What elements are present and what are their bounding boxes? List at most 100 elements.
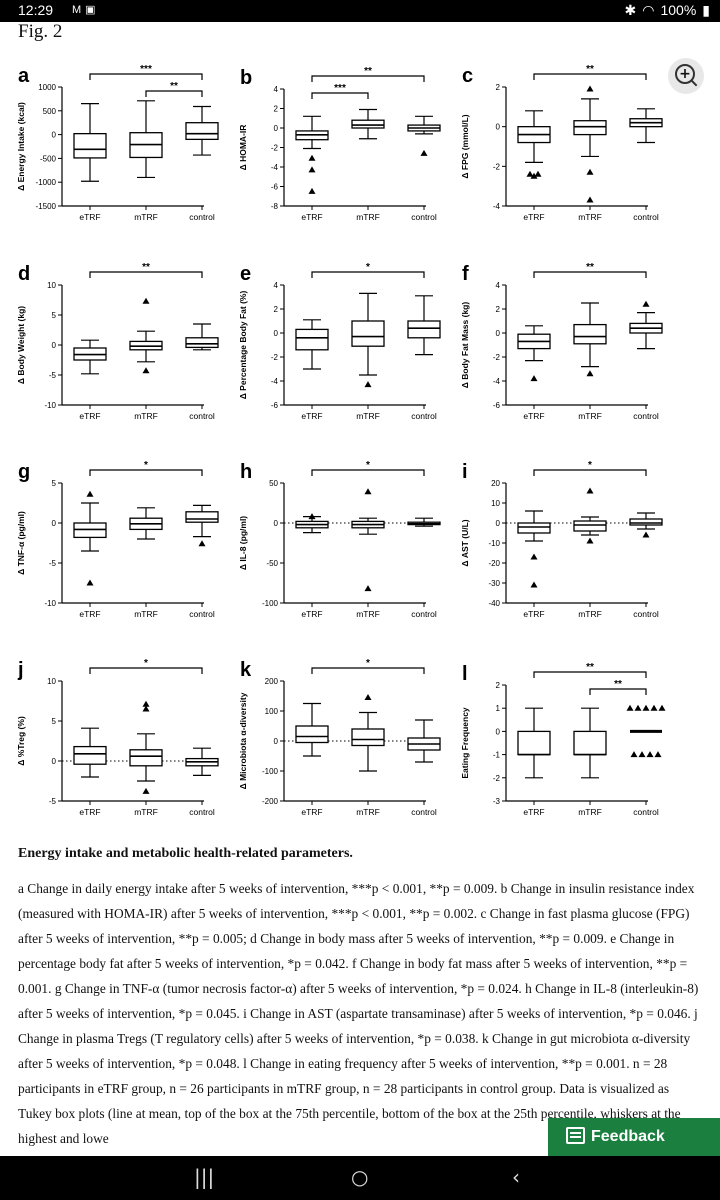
system-tray: ✱ ◠ 100% ▮: [619, 2, 710, 19]
significance-bracket: [533, 671, 647, 678]
significance-bracket: [533, 271, 647, 278]
y-tick-label: -500: [40, 154, 57, 163]
significance-bracket: [589, 688, 647, 695]
back-button[interactable]: ‹: [512, 1165, 520, 1189]
outlier-marker: [526, 170, 534, 177]
y-tick-label: 4: [274, 85, 279, 94]
box-eTRF: [73, 339, 107, 375]
significance-bracket: [311, 667, 425, 674]
x-tick-label: mTRF: [578, 411, 602, 421]
y-tick-label: -2: [271, 144, 279, 153]
y-tick-label: -6: [493, 401, 501, 410]
iqr-box: [573, 730, 607, 756]
box-mTRF: [573, 302, 607, 368]
box-mTRF: [573, 707, 607, 779]
significance-bracket: [311, 75, 425, 82]
caption-text: a Change in daily energy intake after 5 …: [18, 881, 699, 1146]
significance-label: *: [366, 262, 370, 273]
y-tick-label: -4: [271, 163, 279, 172]
y-tick-label: -1500: [36, 202, 57, 211]
y-axis-label: Δ %Treg (%): [16, 716, 26, 766]
y-tick-label: -10: [44, 401, 56, 410]
wifi-icon: ◠: [642, 2, 655, 18]
panel-letter: c: [462, 65, 473, 87]
x-tick-label: control: [633, 807, 659, 817]
y-tick-label: -8: [271, 202, 279, 211]
panel-letter: a: [18, 65, 30, 87]
y-tick-label: 4: [496, 281, 501, 290]
x-tick-label: mTRF: [356, 609, 380, 619]
iqr-box: [295, 725, 329, 744]
outlier-marker: [364, 585, 372, 592]
y-axis-label: Δ TNF-α (pg/ml): [16, 511, 26, 575]
y-axis-label: Δ IL-8 (pg/ml): [238, 516, 248, 570]
y-tick-label: 2: [274, 105, 279, 114]
outlier-marker: [634, 704, 642, 711]
outlier-marker: [308, 154, 316, 161]
box-mTRF: [351, 517, 385, 535]
box-eTRF: [517, 110, 551, 163]
x-tick-label: control: [189, 807, 215, 817]
x-tick-label: eTRF: [523, 411, 544, 421]
iqr-box: [73, 132, 107, 159]
y-tick-label: -2: [493, 162, 501, 171]
y-tick-label: 2: [496, 83, 501, 92]
box-mTRF: [573, 516, 607, 536]
outlier-marker: [586, 537, 594, 544]
y-tick-label: 2: [274, 305, 279, 314]
significance-bracket: [89, 667, 203, 674]
y-tick-label: -50: [266, 559, 278, 568]
panel-j: j 10 5 0 -5 Δ %Treg (%) eTRF mTRF control *: [16, 658, 219, 817]
y-tick-label: -4: [493, 377, 501, 386]
box-eTRF: [295, 115, 329, 150]
outlier-marker: [364, 381, 372, 388]
figure-title: Fig. 2: [18, 21, 63, 42]
outlier-marker: [654, 751, 662, 758]
x-tick-label: eTRF: [523, 807, 544, 817]
outlier-marker: [658, 704, 666, 711]
box-eTRF: [73, 103, 107, 182]
y-tick-label: 0: [274, 737, 279, 746]
box-eTRF: [295, 319, 329, 370]
outlier-marker: [142, 297, 150, 304]
box-mTRF: [351, 108, 385, 140]
panel-letter: e: [240, 263, 251, 285]
outlier-marker: [650, 704, 658, 711]
y-tick-label: 1: [496, 704, 501, 713]
outlier-marker: [642, 704, 650, 711]
y-tick-label: 0: [496, 519, 501, 528]
box-control: [185, 323, 219, 351]
x-tick-label: eTRF: [79, 411, 100, 421]
y-tick-label: 1000: [38, 83, 56, 92]
x-tick-label: eTRF: [523, 212, 544, 222]
box-mTRF: [129, 330, 163, 363]
y-tick-label: 500: [43, 107, 57, 116]
iqr-box: [351, 119, 385, 129]
x-tick-label: control: [411, 411, 437, 421]
box-control: [185, 105, 219, 156]
iqr-box: [73, 745, 107, 765]
caption-title: Energy intake and metabolic health-relat…: [18, 846, 353, 861]
box-mTRF: [351, 711, 385, 772]
y-tick-label: -5: [49, 797, 57, 806]
y-tick-label: -20: [488, 559, 500, 568]
panel-c: c 2 0 -2 -4 Δ FPG (mmol/L) eTRF mTRF control **: [460, 64, 663, 222]
box-control: [407, 517, 441, 527]
y-tick-label: -1: [493, 751, 501, 760]
box-control: [407, 115, 441, 135]
y-tick-label: 0: [496, 727, 501, 736]
home-button[interactable]: ○: [351, 1165, 369, 1189]
feedback-button[interactable]: Feedback: [548, 1118, 720, 1156]
outlier-marker: [308, 187, 316, 194]
x-tick-label: mTRF: [134, 807, 158, 817]
zoom-button[interactable]: +: [668, 58, 704, 94]
y-tick-label: 4: [274, 281, 279, 290]
recent-apps-button[interactable]: |||: [194, 1165, 215, 1189]
battery-level: 100%: [660, 2, 697, 18]
figure-caption: a Change in daily energy intake after 5 …: [18, 876, 704, 1151]
y-axis-label: Δ Body Weight (kg): [16, 306, 26, 384]
y-tick-label: -4: [271, 377, 279, 386]
y-tick-label: 0: [274, 329, 279, 338]
outlier-marker: [420, 149, 428, 156]
